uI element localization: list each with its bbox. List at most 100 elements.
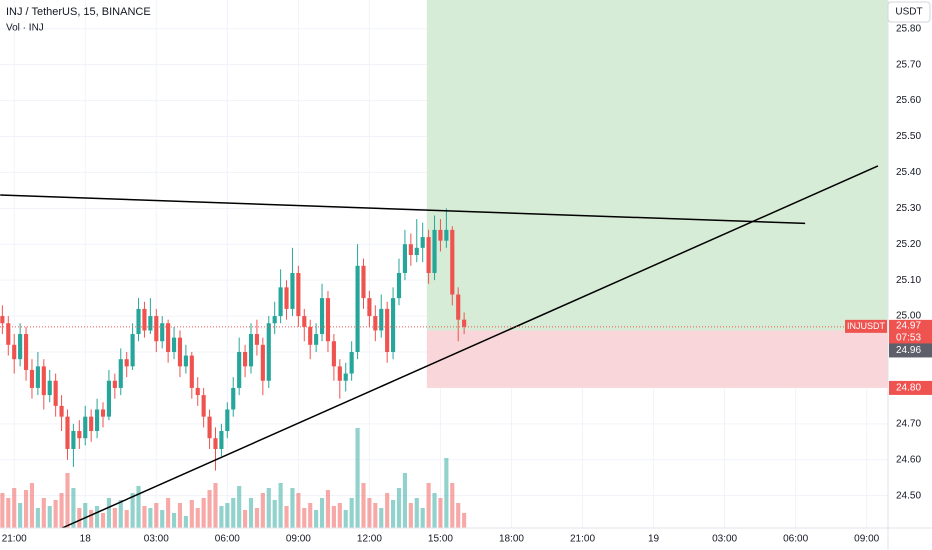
volume-bar [278,483,283,528]
volume-bar [160,510,165,528]
volume-bar [118,500,123,528]
x-tick-label: 09:00 [854,534,879,545]
candle-body [6,323,11,345]
volume-bar [53,500,58,528]
chart-title: INJ / TetherUS, 15, BINANCE [6,6,151,18]
candle-body [12,344,17,360]
volume-bar [361,483,366,528]
candle-body [396,272,402,299]
volume-bar [284,506,289,528]
volume-bar [337,503,342,528]
volume-bar [260,493,265,528]
candle-body [272,316,277,324]
candle-body [331,341,336,367]
candle-body [420,237,425,248]
volume-bar [450,483,455,528]
subtitle: Vol · INJ [6,23,44,34]
candle-body [260,344,265,381]
volume-bar [83,503,88,528]
unit-box[interactable] [887,1,931,23]
volume-bar [462,513,467,528]
volume-bar [396,488,402,528]
candle-body [18,334,23,360]
volume-bar [379,508,384,528]
volume-bar [89,510,94,528]
volume-bar [343,510,348,528]
volume-bar [136,486,141,528]
volume-bar [231,498,236,528]
y-tick-label: 25.00 [896,311,921,322]
candle-body [337,366,342,381]
volume-bar [148,508,153,528]
volume-bar [189,500,194,528]
candle-body [29,369,35,388]
candle-body [426,237,431,273]
volume-bar [142,506,147,528]
candle-body [325,298,331,342]
volume-bar [432,493,437,528]
candle-body [23,334,29,370]
candle-body [414,247,419,256]
volume-bar [112,508,117,528]
volume-bar [225,503,230,528]
candle-body [450,229,455,295]
candle-body [171,337,177,352]
candle-body [95,409,100,432]
candle-body [438,229,443,241]
y-tick-label: 25.60 [896,95,921,106]
candle-body [237,352,242,388]
volume-bar [183,516,188,528]
trend-line[interactable] [0,194,806,225]
volume-bar [420,508,425,528]
y-tick-label: 24.70 [896,418,921,429]
volume-bar [171,513,177,528]
candle-body [189,355,194,388]
candle-body [183,355,188,367]
x-tick-label: 21:00 [2,534,27,545]
volume-bar [35,508,40,528]
candle-body [456,294,461,320]
symbol-label: INJUSDT [847,321,886,331]
x-tick-label: 15:00 [428,534,453,545]
volume-bar [296,493,301,528]
y-tick-label: 25.50 [896,131,921,142]
volume-bar [438,498,443,528]
y-tick-label: 25.80 [896,23,921,34]
candle-body [225,409,230,432]
volume-bar [18,503,23,528]
candle-body [195,387,200,396]
candle-body [314,334,319,345]
candle-body [118,359,123,388]
volume-bar [331,506,336,528]
candle-body [77,431,82,439]
volume-bar [290,488,295,528]
candle-body [148,316,153,331]
candle-body [462,319,467,327]
volume-bar [100,513,106,528]
trend-line[interactable] [61,165,879,529]
volume-bar [65,473,70,528]
candle-body [130,334,135,367]
candle-body [219,431,224,449]
candle-body [379,308,384,331]
volume-bar [444,458,449,528]
volume-bar [355,428,360,528]
candle-body [0,316,5,324]
candle-body [35,366,40,388]
candle-body [319,298,325,335]
volume-bar [0,493,5,528]
candle-body [278,287,283,317]
candle-body [266,323,271,381]
candle-body [296,272,301,317]
volume-bar [12,488,17,528]
volume-bar [385,493,390,528]
candle-body [154,316,159,342]
x-tick-label: 06:00 [783,534,808,545]
volume-bar [408,503,413,528]
loss-zone [426,330,888,388]
y-tick-label: 25.40 [896,167,921,178]
candle-body [402,244,407,273]
candle-body [385,308,390,352]
volume-bar [77,508,82,528]
